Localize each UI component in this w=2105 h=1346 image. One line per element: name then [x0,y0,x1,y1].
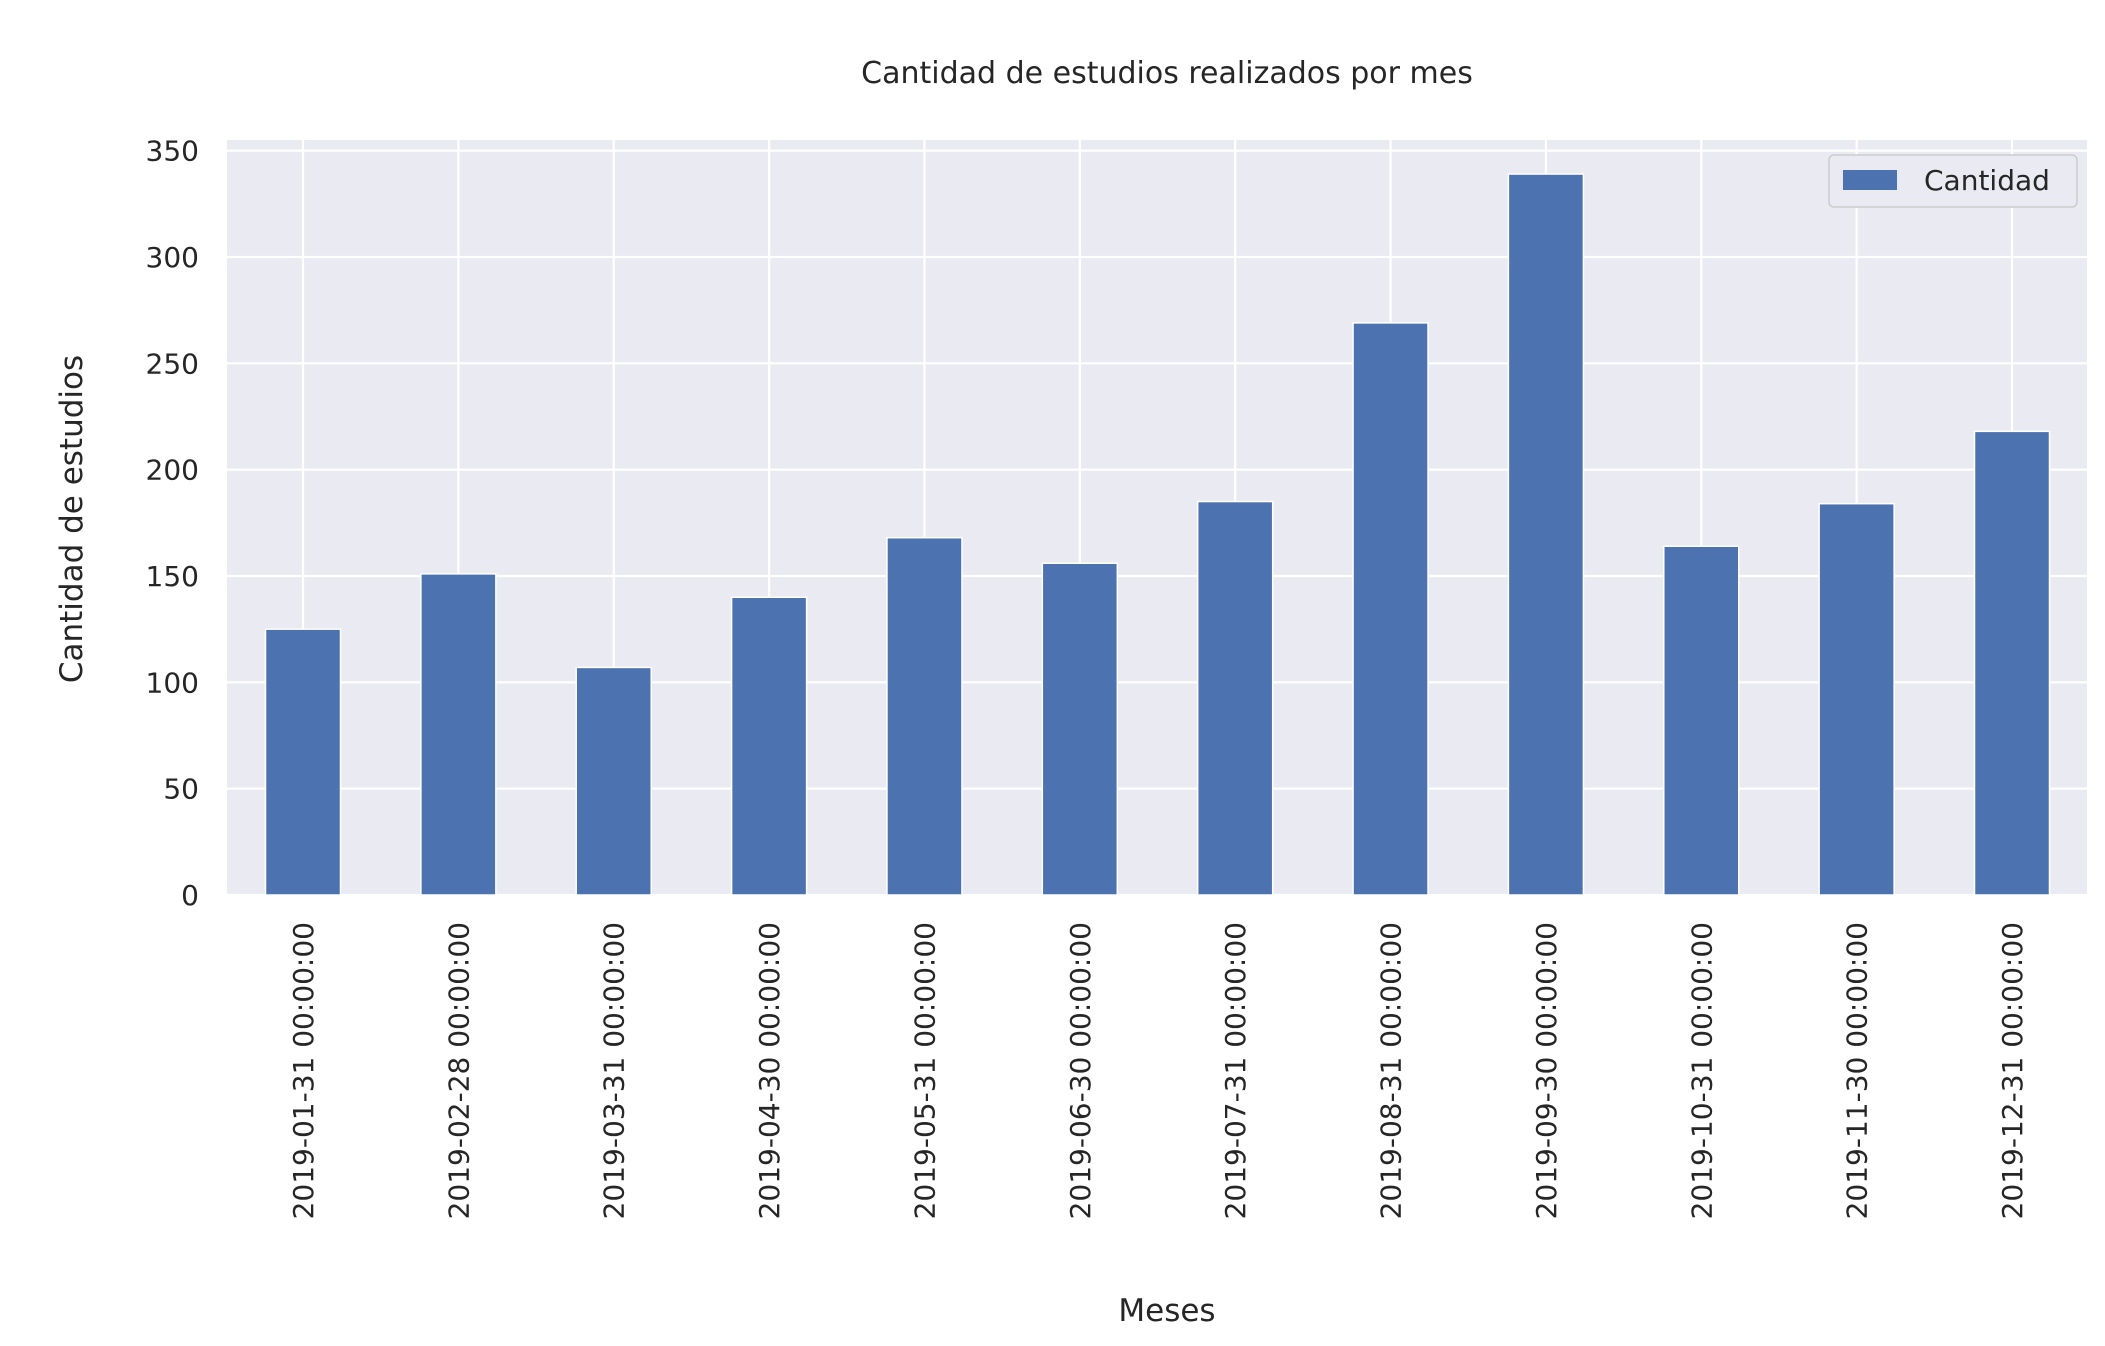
y-axis-ticks: 0 50 100 150 200 250 300 350 [146,135,199,912]
bar [1196,500,1274,896]
x-tick-label: 2019-05-31 00:00:00 [908,922,941,1219]
x-tick-label: 2019-09-30 00:00:00 [1530,922,1563,1219]
x-tick-label: 2019-02-28 00:00:00 [442,922,475,1219]
y-tick-label: 150 [146,560,199,593]
y-tick-label: 200 [146,454,199,487]
bar [420,573,497,896]
y-axis-label: Cantidad de estudios [54,355,90,683]
bar [1041,562,1119,896]
x-axis-ticks: 2019-01-31 00:00:00 2019-02-28 00:00:00 20… [287,922,2029,1219]
bar [1663,545,1740,896]
bar [730,596,808,896]
x-tick-label: 2019-10-31 00:00:00 [1685,922,1718,1219]
y-tick-label: 250 [146,347,199,380]
y-tick-label: 350 [146,135,199,168]
plot-area [227,140,2087,895]
bar [575,666,652,896]
bar [264,628,342,896]
bars [264,173,2051,896]
legend-label-cantidad: Cantidad [1924,164,2050,197]
x-tick-label: 2019-04-30 00:00:00 [753,922,786,1219]
chart-title: Cantidad de estudios realizados por mes [861,56,1473,91]
y-tick-label: 100 [146,666,199,699]
x-tick-label: 2019-12-31 00:00:00 [1996,922,2029,1219]
x-tick-label: 2019-01-31 00:00:00 [287,922,320,1219]
bar [1352,322,1429,896]
x-tick-label: 2019-06-30 00:00:00 [1064,922,1097,1219]
y-tick-label: 300 [146,241,199,274]
legend: Cantidad [1828,154,2078,208]
x-tick-label: 2019-07-31 00:00:00 [1219,922,1252,1219]
x-tick-label: 2019-08-31 00:00:00 [1375,922,1408,1219]
x-axis-label: Meses [1118,1293,1215,1329]
y-tick-label: 0 [181,879,199,912]
bar [1818,502,1895,896]
y-tick-label: 50 [163,773,199,806]
legend-swatch [1843,170,1897,190]
bar [1507,173,1585,896]
x-tick-label: 2019-03-31 00:00:00 [598,922,631,1219]
bar [886,536,963,896]
bar [1973,430,2051,896]
legend-box [1828,154,2078,208]
x-tick-label: 2019-11-30 00:00:00 [1841,922,1874,1219]
